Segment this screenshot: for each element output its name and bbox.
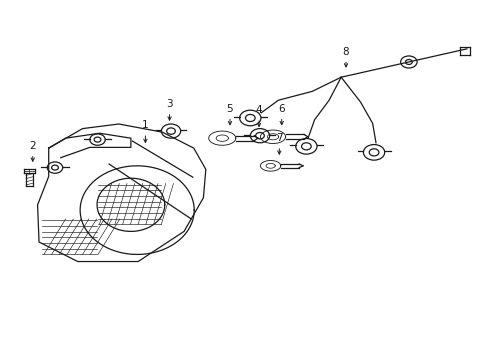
Text: 7: 7 [275,133,282,154]
Text: 3: 3 [166,99,173,120]
Text: 1: 1 [142,120,148,143]
Text: 8: 8 [342,47,348,67]
Text: 4: 4 [255,105,262,126]
Text: 5: 5 [226,104,233,125]
Text: 6: 6 [278,104,285,125]
Text: 2: 2 [29,141,36,161]
